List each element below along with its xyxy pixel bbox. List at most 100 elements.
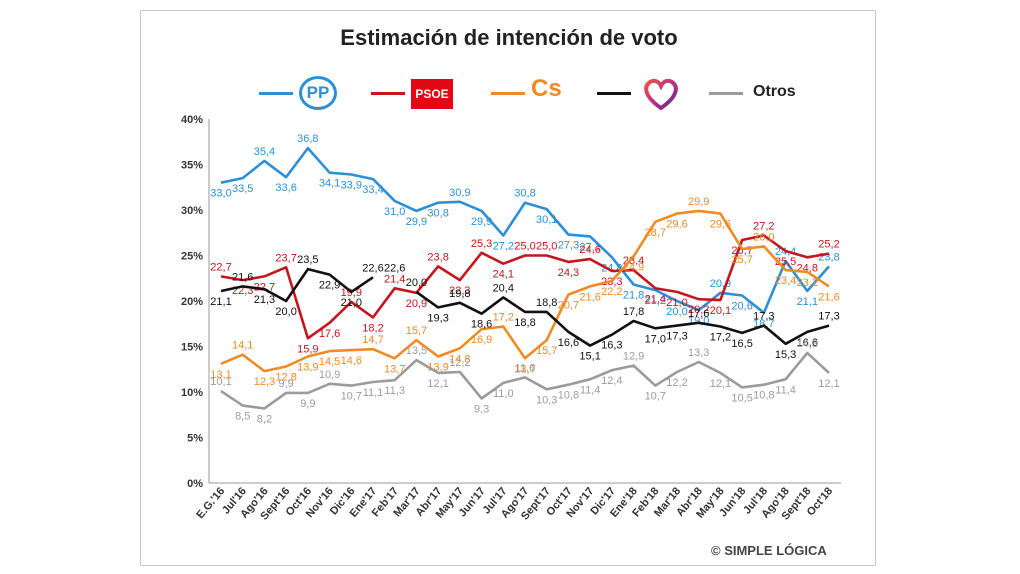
data-label-psoe: 23,8 — [427, 251, 448, 263]
series-line-podemos — [415, 290, 830, 347]
data-label-cs: 23,4 — [775, 275, 796, 287]
data-label-pp: 20,6 — [731, 301, 752, 313]
data-label-podemos: 17,6 — [688, 308, 709, 320]
data-label-cs: 14,1 — [232, 340, 253, 352]
legend-swatch-pp — [259, 92, 293, 95]
legend-label-otros: Otros — [753, 83, 796, 100]
data-label-psoe: 22,3 — [449, 285, 470, 297]
data-label-podemos: 22,6 — [362, 262, 383, 274]
data-label-otros: 12,1 — [710, 378, 731, 390]
chart-frame: Estimación de intención de voto PP PSOE … — [140, 10, 876, 566]
data-label-psoe: 17,6 — [319, 328, 340, 340]
data-label-podemos: 17,0 — [645, 333, 666, 345]
data-label-cs: 15,7 — [406, 325, 427, 337]
data-label-psoe: 22,7 — [254, 281, 275, 293]
data-label-podemos: 16,5 — [731, 338, 752, 350]
data-label-otros: 9,3 — [474, 403, 489, 415]
data-label-psoe: 25,0 — [514, 241, 535, 253]
data-label-psoe: 25,3 — [471, 238, 492, 250]
data-label-psoe: 24,1 — [493, 269, 514, 281]
data-label-cs: 13,7 — [514, 363, 535, 375]
data-label-pp: 27,1 — [579, 241, 600, 253]
data-label-otros: 9,9 — [300, 398, 315, 410]
credit-text: © SIMPLE LÓGICA — [711, 543, 827, 558]
data-label-cs: 15,7 — [536, 345, 557, 357]
data-label-otros: 11,4 — [580, 384, 601, 396]
psoe-logo-icon: PSOE — [411, 79, 453, 109]
data-label-otros: 11,0 — [493, 388, 514, 400]
data-label-pp: 23,8 — [818, 251, 839, 263]
data-label-psoe: 24,3 — [558, 267, 579, 279]
data-label-podemos: 19,8 — [449, 288, 470, 300]
data-label-pp: 20,0 — [666, 306, 687, 318]
data-label-pp: 30,8 — [427, 208, 448, 220]
data-label-podemos: 21,0 — [341, 297, 362, 309]
cs-logo-icon: Cs — [531, 75, 562, 102]
data-label-cs: 24,9 — [623, 261, 644, 273]
data-label-pp: 33,6 — [275, 182, 296, 194]
series-line-cs — [220, 209, 830, 373]
data-label-cs: 21,6 — [579, 291, 600, 303]
data-label-podemos: 21,1 — [210, 296, 231, 308]
data-label-cs: 12,8 — [275, 372, 296, 384]
data-label-otros: 9,9 — [278, 378, 293, 390]
data-label-pp: 31,0 — [384, 206, 405, 218]
data-label-podemos: 22,9 — [319, 280, 340, 292]
data-label-pp: 29,9 — [406, 216, 427, 228]
data-label-cs: 21,6 — [818, 291, 839, 303]
y-tick-label: 20% — [181, 296, 203, 308]
data-label-cs: 17,2 — [493, 312, 514, 324]
data-label-otros: 10,3 — [536, 394, 557, 406]
y-tick-label: 25% — [181, 251, 203, 263]
series-line-podemos — [220, 267, 374, 303]
data-label-psoe: 27,2 — [753, 221, 774, 233]
data-label-cs: 25,7 — [731, 254, 752, 266]
data-label-psoe: 24,6 — [579, 244, 600, 256]
data-label-psoe: 15,9 — [297, 343, 318, 355]
data-label-podemos: 20,4 — [493, 282, 514, 294]
data-label-otros: 10,8 — [558, 390, 579, 402]
data-label-cs: 14,8 — [449, 353, 470, 365]
data-label-pp: 30,1 — [536, 214, 557, 226]
data-label-cs: 16,9 — [471, 334, 492, 346]
series-line-psoe — [220, 234, 830, 340]
pp-logo-icon: PP — [299, 76, 337, 110]
line-chart: 0%5%10%15%20%25%30%35%40%E.G.'16Jul'16Ag… — [181, 114, 841, 523]
data-label-pp: 34,1 — [319, 178, 340, 190]
data-label-pp: 33,4 — [362, 184, 383, 196]
data-label-otros: 12,1 — [427, 378, 448, 390]
data-label-otros: 13,3 — [688, 347, 709, 359]
data-label-podemos: 17,3 — [666, 331, 687, 343]
data-label-otros: 10,5 — [731, 392, 752, 404]
data-label-psoe: 21,4 — [384, 273, 405, 285]
data-label-pp: 30,9 — [449, 187, 470, 199]
legend-swatch-psoe — [371, 92, 405, 95]
data-label-podemos: 15,1 — [579, 351, 600, 363]
data-label-podemos: 17,3 — [753, 311, 774, 323]
data-label-podemos: 17,2 — [710, 332, 731, 344]
data-label-podemos: 16,6 — [797, 337, 818, 349]
legend-swatch-cs — [491, 92, 525, 95]
data-label-podemos: 18,6 — [471, 319, 492, 331]
data-label-pp: 29,9 — [471, 216, 492, 228]
data-label-pp: 21,2 — [645, 295, 666, 307]
data-label-pp: 27,3 — [558, 240, 579, 252]
y-tick-label: 35% — [181, 160, 203, 172]
data-label-otros: 10,7 — [341, 391, 362, 403]
data-label-podemos: 15,3 — [775, 349, 796, 361]
data-label-podemos: 22,6 — [384, 262, 405, 274]
data-label-pp: 33,0 — [210, 188, 231, 200]
data-label-podemos: 19,3 — [427, 312, 448, 324]
data-label-otros: 12,1 — [818, 378, 839, 390]
data-label-psoe: 20,9 — [406, 298, 427, 310]
data-label-pp: 35,4 — [254, 146, 275, 158]
data-label-podemos: 17,3 — [818, 311, 839, 323]
data-label-cs: 23,2 — [797, 277, 818, 289]
data-label-psoe: 21,0 — [666, 297, 687, 309]
data-label-pp: 33,5 — [232, 183, 253, 195]
data-label-cs: 29,6 — [710, 219, 731, 231]
data-label-pp: 21,1 — [797, 296, 818, 308]
data-label-otros: 12,2 — [666, 377, 687, 389]
y-tick-label: 30% — [181, 205, 203, 217]
data-label-psoe: 25,0 — [536, 241, 557, 253]
